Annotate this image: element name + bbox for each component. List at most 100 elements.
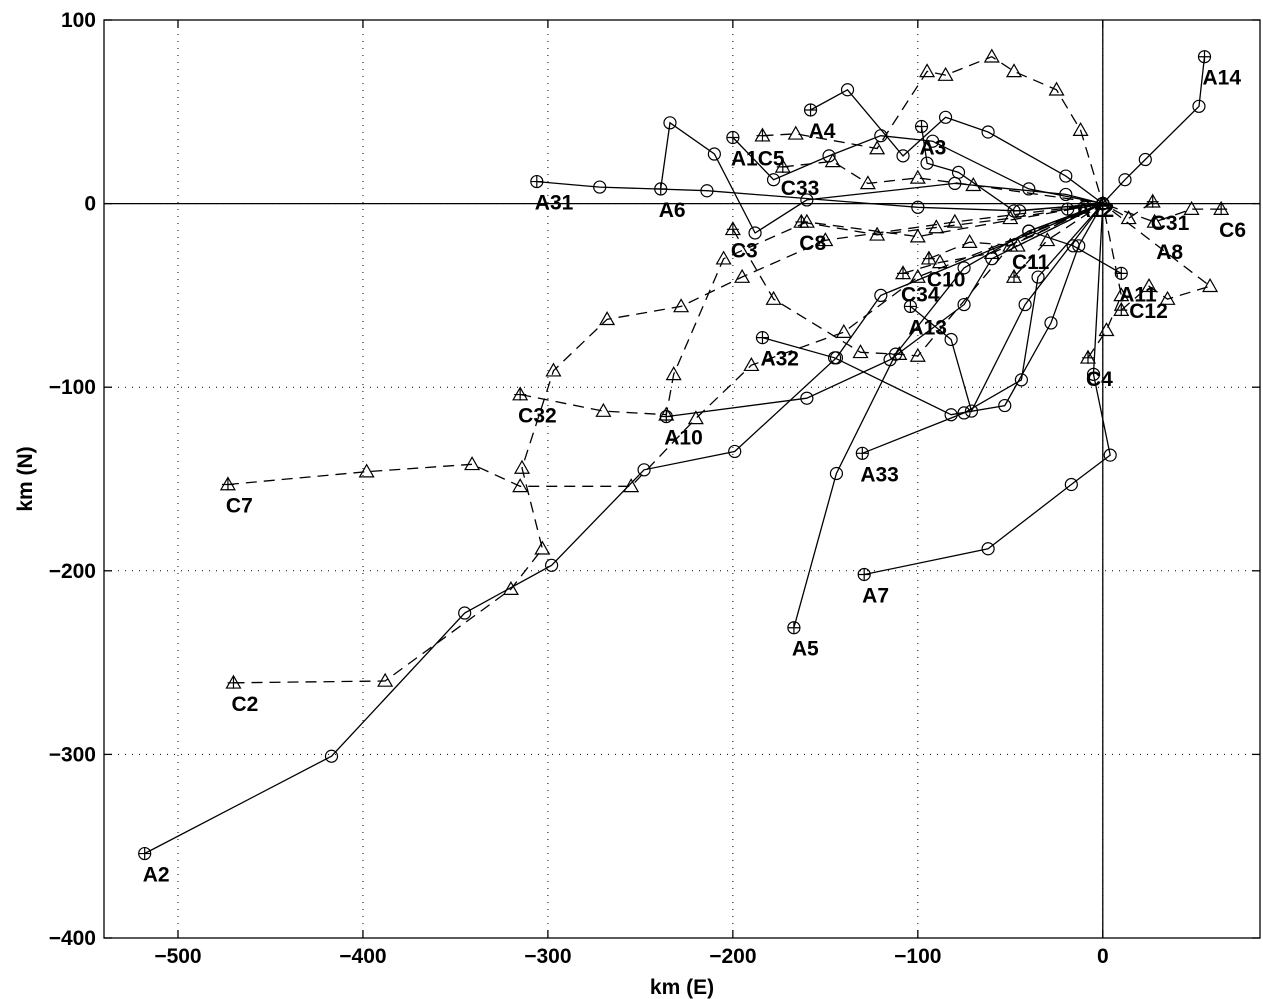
circle-marker bbox=[766, 173, 781, 187]
start-cross-marker bbox=[804, 103, 817, 116]
triangle-marker bbox=[946, 213, 963, 228]
series-line bbox=[666, 203, 1104, 418]
trajectory-label: A4 bbox=[809, 120, 836, 143]
start-cross-marker bbox=[915, 120, 928, 133]
series-C7 bbox=[219, 195, 1111, 493]
circle-marker bbox=[981, 542, 995, 556]
triangle-marker bbox=[545, 362, 562, 377]
start-cross-marker bbox=[1215, 203, 1228, 216]
start-cross-marker bbox=[858, 568, 871, 581]
start-cross-marker bbox=[221, 478, 234, 491]
circle-marker bbox=[748, 226, 762, 240]
triangle-marker bbox=[1120, 210, 1137, 225]
trajectory-label: C3 bbox=[731, 239, 758, 262]
series-C3 bbox=[724, 195, 1111, 362]
triangle-marker bbox=[1048, 81, 1065, 96]
triangle-marker bbox=[1159, 290, 1176, 305]
start-cross-marker bbox=[776, 160, 789, 173]
triangle-marker bbox=[358, 463, 375, 478]
series-line bbox=[1102, 201, 1154, 220]
triangle-marker bbox=[512, 478, 529, 493]
trajectory-label: A10 bbox=[664, 427, 703, 450]
triangle-marker bbox=[961, 233, 978, 249]
circle-marker bbox=[707, 147, 721, 161]
triangle-marker bbox=[965, 177, 982, 192]
circle-marker bbox=[1118, 173, 1132, 187]
series-line bbox=[909, 203, 1104, 413]
circle-marker bbox=[1014, 373, 1029, 387]
triangle-marker bbox=[464, 456, 481, 471]
circle-marker bbox=[964, 404, 979, 418]
trajectory-label: C10 bbox=[927, 269, 966, 292]
triangle-marker bbox=[852, 344, 869, 359]
circle-marker bbox=[1103, 448, 1117, 462]
annotation-group: A2 C2 C7 C32 A31 A6 A10 C3 A1C5 C33 C8 A4 A32 A5 A7 A33… bbox=[143, 67, 1246, 887]
trajectory-label: A8 bbox=[1156, 241, 1183, 264]
start-cross-marker bbox=[1146, 195, 1159, 208]
triangle-marker bbox=[909, 228, 926, 243]
circle-marker bbox=[874, 288, 888, 302]
start-cross-marker bbox=[530, 175, 543, 188]
triangle-marker bbox=[891, 345, 908, 361]
y-tick-label: −400 bbox=[49, 927, 96, 950]
triangle-marker bbox=[658, 406, 675, 421]
triangle-marker bbox=[1094, 195, 1111, 210]
circle-marker bbox=[957, 297, 971, 312]
triangle-marker bbox=[1005, 63, 1023, 78]
triangle-marker bbox=[817, 232, 834, 247]
series-line bbox=[520, 202, 1103, 416]
triangle-marker bbox=[687, 410, 704, 425]
x-tick-label: −300 bbox=[524, 945, 571, 968]
circle-marker bbox=[545, 558, 559, 572]
trajectory-label: C2 bbox=[231, 693, 258, 716]
triangle-marker bbox=[715, 250, 732, 265]
triangle-marker bbox=[1202, 278, 1219, 293]
circle-marker bbox=[827, 351, 842, 365]
trajectory-label: C7 bbox=[226, 495, 253, 518]
x-axis-label: km (E) bbox=[650, 976, 714, 999]
trajectory-label: A6 bbox=[659, 199, 686, 222]
triangle-marker bbox=[919, 63, 936, 78]
y-tick-label: −300 bbox=[49, 743, 96, 766]
start-cross-marker bbox=[1115, 304, 1128, 317]
series-line bbox=[928, 203, 1104, 260]
circle-marker bbox=[926, 134, 940, 148]
circle-marker bbox=[1192, 99, 1206, 113]
triangle-marker bbox=[673, 298, 690, 313]
triangle-marker bbox=[1113, 287, 1130, 302]
series-C8 bbox=[793, 195, 1111, 241]
trajectory-label: A31 bbox=[535, 192, 574, 215]
trajectory-label: C31 bbox=[1151, 212, 1190, 235]
triangle-marker bbox=[599, 311, 616, 326]
start-cross-marker bbox=[1081, 351, 1094, 364]
triangle-marker bbox=[928, 219, 945, 234]
series-line bbox=[810, 88, 1104, 205]
circle-marker bbox=[920, 156, 934, 170]
plot-frame bbox=[103, 19, 1261, 939]
circle-marker bbox=[593, 180, 607, 194]
circle-marker bbox=[829, 466, 844, 481]
triangle-marker bbox=[743, 356, 760, 372]
triangle-marker bbox=[1098, 322, 1115, 337]
series-line bbox=[1013, 203, 1104, 278]
circle-marker bbox=[944, 408, 958, 422]
series-group bbox=[138, 48, 1230, 861]
circle-marker bbox=[1086, 367, 1101, 381]
start-cross-marker bbox=[1008, 271, 1020, 284]
circle-marker bbox=[957, 261, 971, 275]
triangle-marker bbox=[1002, 210, 1019, 225]
series-A13 bbox=[903, 197, 1110, 418]
series-line bbox=[227, 202, 1104, 487]
y-tick-label: −200 bbox=[49, 560, 96, 583]
start-cross-marker bbox=[922, 252, 935, 265]
circle-marker bbox=[700, 184, 714, 198]
series-A4 bbox=[803, 83, 1110, 211]
triangle-marker bbox=[824, 153, 841, 168]
trajectory-label: C12 bbox=[1129, 300, 1168, 323]
series-line bbox=[762, 55, 1104, 204]
circle-marker bbox=[951, 165, 966, 179]
circle-marker bbox=[458, 606, 472, 620]
series-line bbox=[1087, 203, 1122, 359]
trajectory-label: A7 bbox=[862, 584, 889, 607]
